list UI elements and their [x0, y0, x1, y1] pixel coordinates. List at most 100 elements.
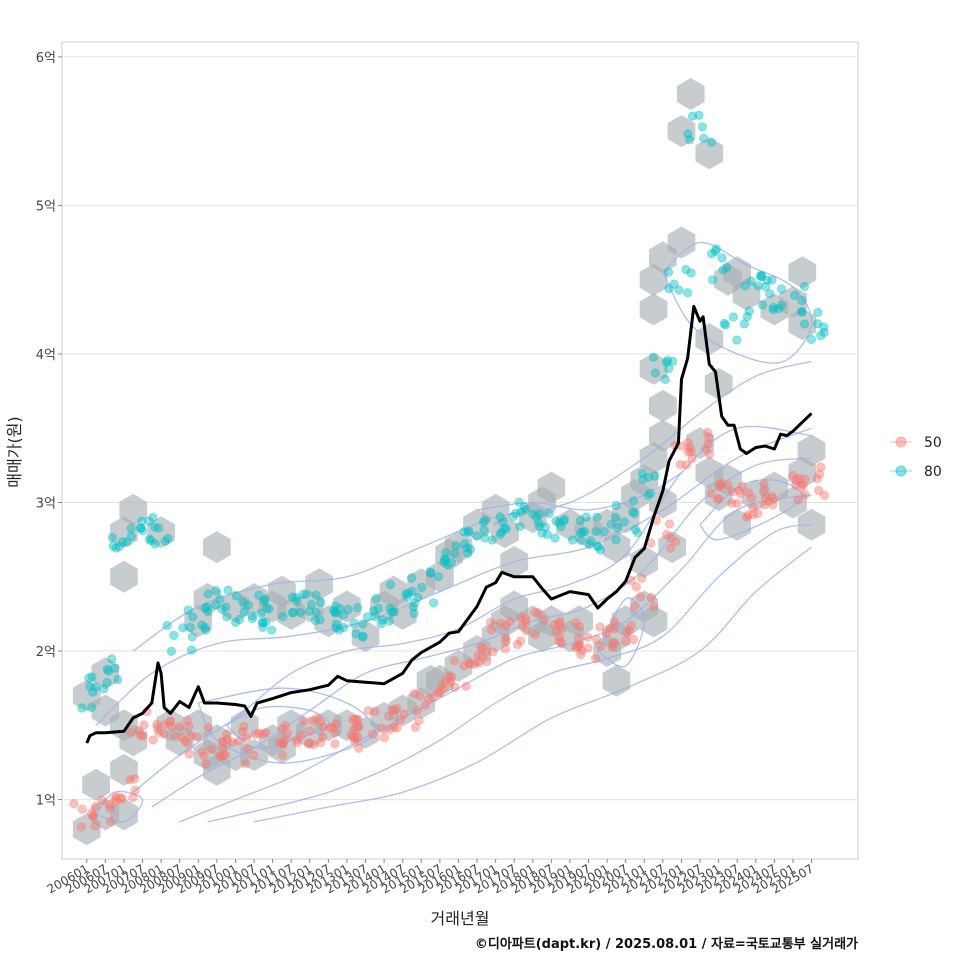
data-point-50: [796, 481, 806, 492]
data-point-50: [723, 480, 733, 490]
data-point-80: [221, 602, 231, 612]
data-point-50: [239, 721, 249, 732]
data-point-80: [331, 623, 341, 633]
data-point-50: [175, 721, 185, 732]
data-point-50: [637, 573, 647, 583]
data-point-80: [413, 592, 423, 602]
data-point-80: [516, 507, 526, 517]
hexbin-cell: [695, 137, 724, 170]
data-point-50: [573, 633, 584, 644]
data-point-80: [136, 523, 146, 533]
data-point-80: [401, 589, 411, 599]
data-point-50: [435, 688, 445, 698]
data-point-50: [130, 785, 141, 795]
data-point-80: [790, 290, 800, 301]
data-point-50: [715, 480, 726, 490]
data-point-80: [384, 616, 394, 626]
data-point-50: [331, 719, 341, 729]
data-point-80: [258, 622, 268, 632]
data-point-50: [414, 691, 425, 701]
data-point-80: [262, 603, 272, 613]
data-point-50: [325, 723, 335, 733]
data-point-50: [218, 743, 228, 753]
data-point-50: [182, 738, 193, 748]
data-point-50: [240, 759, 251, 769]
data-point-80: [439, 554, 450, 564]
data-point-80: [446, 558, 456, 568]
data-point-50: [105, 803, 115, 813]
data-point-80: [508, 511, 519, 522]
data-point-80: [185, 622, 196, 633]
data-point-80: [510, 508, 521, 519]
data-point-80: [338, 622, 349, 633]
data-point-50: [110, 794, 120, 804]
legend-key-point-80: [895, 465, 907, 477]
data-point-80: [108, 541, 118, 551]
density-contour: [95, 427, 812, 726]
data-point-50: [128, 792, 138, 803]
data-point-50: [557, 638, 567, 649]
data-point-80: [409, 608, 419, 619]
data-point-50: [318, 722, 328, 732]
data-point-50: [399, 709, 409, 719]
data-point-80: [768, 305, 778, 315]
data-point-80: [577, 527, 588, 537]
data-point-50: [441, 675, 451, 685]
data-point-80: [472, 531, 482, 541]
data-point-50: [203, 722, 214, 733]
data-point-80: [287, 592, 298, 602]
data-point-80: [521, 504, 531, 515]
data-point-80: [576, 535, 586, 546]
data-point-80: [559, 514, 570, 525]
data-point-80: [740, 281, 750, 291]
data-point-80: [451, 541, 461, 551]
data-point-50: [447, 672, 457, 682]
data-point-80: [611, 535, 621, 545]
data-point-50: [390, 705, 400, 715]
hexbin-cell: [723, 508, 752, 541]
data-point-80: [256, 608, 266, 619]
hexbin-cell: [110, 753, 138, 786]
data-point-80: [464, 526, 474, 536]
data-point-50: [414, 716, 424, 726]
data-point-50: [227, 737, 237, 747]
data-point-50: [349, 724, 359, 735]
data-point-80: [187, 632, 198, 642]
data-point-50: [482, 656, 492, 667]
data-point-80: [501, 524, 511, 534]
data-point-80: [757, 272, 767, 282]
data-point-50: [516, 612, 526, 623]
data-point-80: [426, 568, 436, 578]
data-point-50: [303, 738, 314, 749]
data-point-50: [649, 601, 659, 612]
data-point-50: [706, 488, 716, 498]
data-point-80: [254, 590, 264, 600]
data-point-50: [683, 447, 693, 457]
data-point-50: [199, 751, 209, 761]
data-point-80: [706, 249, 717, 259]
hexbin-cell: [667, 115, 696, 148]
data-point-50: [516, 636, 526, 646]
data-point-50: [346, 730, 356, 740]
data-point-80: [126, 523, 136, 534]
data-point-50: [206, 744, 216, 754]
data-point-50: [279, 735, 289, 745]
hexbin-cell: [491, 516, 519, 549]
data-point-50: [791, 480, 801, 490]
data-point-50: [215, 751, 225, 762]
data-point-80: [746, 276, 756, 286]
data-point-80: [797, 307, 807, 317]
data-point-50: [352, 722, 363, 732]
data-point-80: [117, 537, 128, 547]
data-point-80: [377, 615, 388, 625]
data-point-80: [592, 512, 602, 522]
data-point-50: [222, 735, 233, 745]
data-point-50: [816, 462, 826, 472]
data-point-80: [440, 554, 451, 565]
data-point-50: [192, 732, 202, 742]
data-point-50: [551, 627, 561, 637]
data-point-80: [720, 320, 731, 330]
density-contour: [207, 524, 812, 823]
data-point-80: [579, 526, 590, 537]
hexbin-cell: [305, 568, 333, 601]
